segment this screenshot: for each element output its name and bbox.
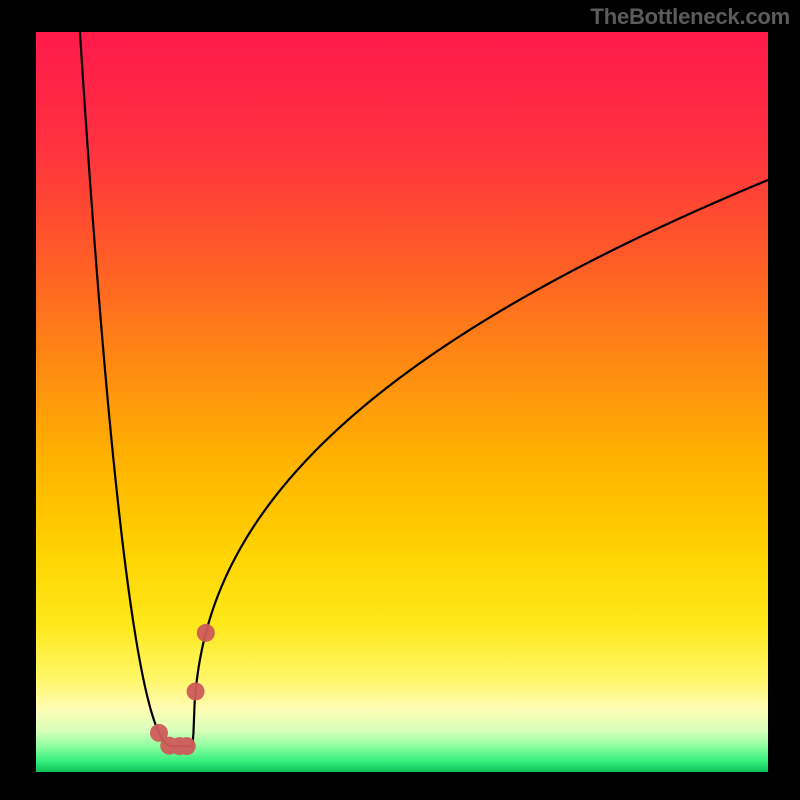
marker-dot	[197, 624, 215, 642]
marker-dot	[187, 682, 205, 700]
figure-root: TheBottleneck.com	[0, 0, 800, 800]
gradient-background	[36, 32, 768, 772]
marker-dot	[178, 737, 196, 755]
plot-area	[36, 32, 768, 772]
chart-svg	[36, 32, 768, 772]
watermark-text: TheBottleneck.com	[590, 4, 790, 30]
